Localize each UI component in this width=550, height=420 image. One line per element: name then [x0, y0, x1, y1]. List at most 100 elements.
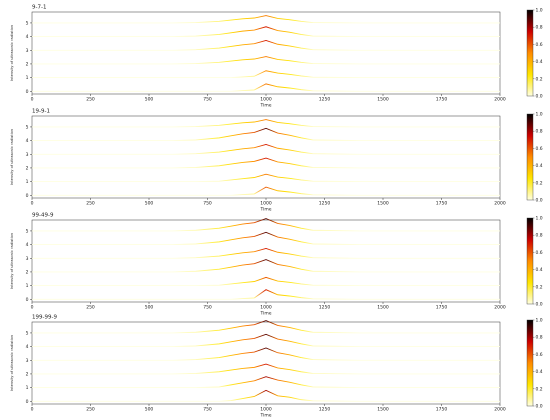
series-line	[32, 218, 500, 232]
x-tick-label: 1250	[319, 305, 331, 311]
series-line	[32, 333, 500, 348]
x-tick-label: 750	[203, 201, 212, 207]
x-tick-label: 250	[86, 97, 95, 103]
colorbar-tick-label: 0.8	[536, 25, 543, 31]
colorbar-tick-label: 1.0	[536, 8, 543, 14]
x-tick-label: 750	[203, 407, 212, 413]
series-line	[32, 247, 500, 259]
colorbar-tick-label: 0.0	[536, 198, 543, 204]
colorbar-tick-label: 0.6	[536, 352, 543, 358]
series-line	[32, 127, 500, 142]
y-tick-label: 1	[26, 283, 29, 289]
series-line	[32, 276, 500, 287]
y-tick-label: 5	[26, 20, 29, 26]
x-tick-label: 1750	[436, 97, 448, 103]
series-line	[32, 231, 500, 246]
y-axis-label: Intensity of ultrasonic radiation	[10, 25, 14, 81]
x-tick-label: 0	[31, 407, 34, 413]
series-line	[32, 186, 500, 196]
y-tick-label: 0	[26, 399, 29, 405]
x-tick-label: 1250	[319, 407, 331, 413]
panel-title: 19-9-1	[32, 109, 50, 115]
y-tick-label: 5	[26, 228, 29, 234]
y-tick-label: 4	[26, 242, 29, 248]
colorbar-tick-label: 0.0	[536, 404, 543, 410]
series-line	[32, 119, 500, 128]
x-axis-label: Time	[259, 103, 271, 109]
colorbar-tick-label: 0.6	[536, 42, 543, 48]
y-tick-label: 2	[26, 61, 29, 67]
colorbar-tick-label: 0.8	[536, 129, 543, 135]
series-line	[32, 143, 500, 155]
colorbar-tick-label: 0.4	[536, 369, 543, 375]
panel-title: 9-7-1	[32, 5, 46, 11]
x-tick-label: 1750	[436, 201, 448, 207]
x-tick-label: 500	[145, 407, 154, 413]
x-tick-label: 2000	[494, 305, 506, 311]
colorbar-tick-label: 0.4	[536, 267, 543, 273]
x-tick-label: 1000	[260, 201, 272, 207]
panel-title: 199-99-9	[32, 315, 57, 321]
y-tick-label: 0	[26, 297, 29, 303]
x-tick-label: 500	[145, 201, 154, 207]
y-tick-label: 3	[26, 358, 29, 364]
colorbar-tick-label: 1.0	[536, 216, 543, 222]
y-tick-label: 0	[26, 89, 29, 95]
colorbar-tick-label: 0.6	[536, 146, 543, 152]
series-line	[32, 83, 500, 92]
x-tick-label: 0	[31, 97, 34, 103]
series-line	[32, 363, 500, 375]
x-tick-label: 0	[31, 201, 34, 207]
series-line	[32, 320, 500, 334]
series-line	[32, 376, 500, 389]
y-tick-label: 4	[26, 138, 29, 144]
x-tick-label: 1500	[377, 201, 389, 207]
x-tick-label: 2000	[494, 97, 506, 103]
x-tick-label: 2000	[494, 407, 506, 413]
y-tick-label: 4	[26, 344, 29, 350]
y-axis-label: Intensity of ultrasonic radiation	[10, 129, 14, 185]
series-line	[32, 157, 500, 169]
y-tick-label: 3	[26, 256, 29, 262]
y-tick-label: 2	[26, 371, 29, 377]
x-tick-label: 250	[86, 201, 95, 207]
x-tick-label: 1000	[260, 97, 272, 103]
series-line	[32, 173, 500, 183]
colorbar	[526, 9, 534, 97]
x-axis-label: Time	[259, 207, 271, 213]
y-tick-label: 1	[26, 179, 29, 185]
y-tick-label: 1	[26, 385, 29, 391]
plot-area	[31, 11, 501, 95]
colorbar-tick-label: 0.4	[536, 163, 543, 169]
series-line	[32, 289, 500, 300]
y-tick-label: 4	[26, 34, 29, 40]
series-line	[32, 389, 500, 402]
y-tick-label: 3	[26, 152, 29, 158]
x-tick-label: 1500	[377, 407, 389, 413]
series-line	[32, 15, 500, 24]
x-tick-label: 250	[86, 305, 95, 311]
series-line	[32, 347, 500, 361]
x-tick-label: 2000	[494, 201, 506, 207]
x-tick-label: 750	[203, 305, 212, 311]
colorbar-tick-label: 1.0	[536, 318, 543, 324]
x-tick-label: 750	[203, 97, 212, 103]
series-line	[32, 39, 500, 51]
x-tick-label: 1250	[319, 201, 331, 207]
colorbar-tick-label: 0.4	[536, 59, 543, 65]
y-axis-label: Intensity of ultrasonic radiation	[10, 233, 14, 289]
y-tick-label: 5	[26, 124, 29, 130]
y-tick-label: 2	[26, 165, 29, 171]
series-line	[32, 26, 500, 38]
y-tick-label: 2	[26, 269, 29, 275]
x-axis-label: Time	[259, 413, 271, 419]
colorbar-tick-label: 0.8	[536, 233, 543, 239]
x-tick-label: 1250	[319, 97, 331, 103]
y-axis-label: Intensity of ultrasonic radiation	[10, 335, 14, 391]
colorbar	[526, 113, 534, 201]
colorbar-tick-label: 0.8	[536, 335, 543, 341]
y-tick-label: 5	[26, 330, 29, 336]
x-tick-label: 0	[31, 305, 34, 311]
panel-title: 99-49-9	[32, 213, 54, 219]
